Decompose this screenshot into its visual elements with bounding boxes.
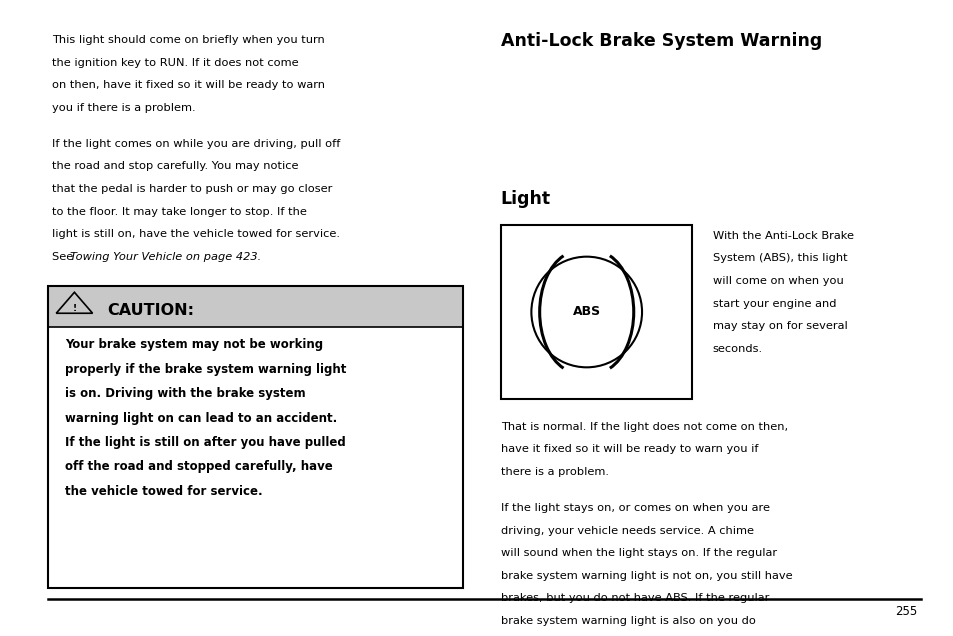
Text: If the light comes on while you are driving, pull off: If the light comes on while you are driv… [52, 139, 340, 149]
Text: 255: 255 [895, 605, 917, 618]
Text: may stay on for several: may stay on for several [712, 321, 846, 331]
Text: brake system warning light is not on, you still have: brake system warning light is not on, yo… [500, 570, 792, 581]
Text: there is a problem.: there is a problem. [500, 467, 608, 477]
Text: See: See [52, 252, 77, 262]
Text: brakes, but you do not have ABS. If the regular: brakes, but you do not have ABS. If the … [500, 593, 768, 604]
Bar [48, 286, 462, 327]
Text: is on. Driving with the brake system: is on. Driving with the brake system [65, 387, 305, 400]
Text: With the Anti-Lock Brake: With the Anti-Lock Brake [712, 231, 853, 241]
Text: warning light on can lead to an accident.: warning light on can lead to an accident… [65, 411, 336, 425]
Text: light is still on, have the vehicle towed for service.: light is still on, have the vehicle towe… [52, 229, 340, 239]
Text: will sound when the light stays on. If the regular: will sound when the light stays on. If t… [500, 548, 776, 558]
Bar [500, 225, 691, 399]
Text: off the road and stopped carefully, have: off the road and stopped carefully, have [65, 460, 333, 473]
Text: on then, have it fixed so it will be ready to warn: on then, have it fixed so it will be rea… [52, 80, 325, 90]
Text: ABS: ABS [572, 305, 600, 319]
Text: the ignition key to RUN. If it does not come: the ignition key to RUN. If it does not … [52, 57, 299, 67]
Text: the vehicle towed for service.: the vehicle towed for service. [65, 485, 262, 498]
Text: This light should come on briefly when you turn: This light should come on briefly when y… [52, 35, 325, 45]
Text: Your brake system may not be working: Your brake system may not be working [65, 338, 323, 351]
Text: properly if the brake system warning light: properly if the brake system warning lig… [65, 363, 346, 376]
Text: CAUTION:: CAUTION: [107, 303, 193, 318]
Text: If the light stays on, or comes on when you are: If the light stays on, or comes on when … [500, 503, 769, 513]
Text: will come on when you: will come on when you [712, 276, 842, 286]
Text: the road and stop carefully. You may notice: the road and stop carefully. You may not… [52, 162, 298, 172]
Text: brake system warning light is also on you do: brake system warning light is also on yo… [500, 616, 755, 626]
Text: you if there is a problem.: you if there is a problem. [52, 102, 196, 113]
Text: have it fixed so it will be ready to warn you if: have it fixed so it will be ready to war… [500, 445, 758, 454]
Text: That is normal. If the light does not come on then,: That is normal. If the light does not co… [500, 422, 787, 432]
Bar [48, 327, 462, 588]
Bar [48, 286, 462, 588]
Text: start your engine and: start your engine and [712, 299, 835, 308]
Text: that the pedal is harder to push or may go closer: that the pedal is harder to push or may … [52, 184, 333, 194]
Text: Anti-Lock Brake System Warning: Anti-Lock Brake System Warning [500, 32, 821, 50]
Text: to the floor. It may take longer to stop. If the: to the floor. It may take longer to stop… [52, 207, 307, 217]
Text: Towing Your Vehicle on page 423.: Towing Your Vehicle on page 423. [70, 252, 261, 262]
Text: System (ABS), this light: System (ABS), this light [712, 254, 846, 263]
Text: !: ! [72, 303, 76, 313]
Text: Light: Light [500, 190, 551, 207]
Text: seconds.: seconds. [712, 344, 762, 354]
Text: driving, your vehicle needs service. A chime: driving, your vehicle needs service. A c… [500, 525, 753, 536]
Text: If the light is still on after you have pulled: If the light is still on after you have … [65, 436, 345, 449]
